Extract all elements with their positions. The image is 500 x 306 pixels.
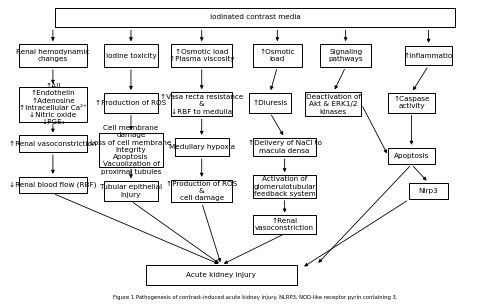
Text: ↑Osmotic
load: ↑Osmotic load	[260, 49, 295, 62]
Text: ↑Diuresis: ↑Diuresis	[252, 100, 288, 106]
Text: Tubular epithelial
injury: Tubular epithelial injury	[100, 185, 162, 198]
Text: ↑AII
↑Endothelin
↑Adenosine
↑Intracellular Ca²⁺
↓Nitric oxide
↓PGE₁: ↑AII ↑Endothelin ↑Adenosine ↑Intracellul…	[19, 83, 87, 125]
Text: Renal hemodynamic
changes: Renal hemodynamic changes	[16, 49, 90, 62]
FancyBboxPatch shape	[100, 133, 162, 167]
Text: Figure 1 Pathogenesis of contrast-induced acute kidney injury. NLRP3, NOD-like r: Figure 1 Pathogenesis of contrast-induce…	[113, 295, 398, 300]
Text: Iodine toxicity: Iodine toxicity	[106, 53, 156, 58]
Text: ↑Production of ROS
&
cell damage: ↑Production of ROS & cell damage	[166, 181, 238, 201]
FancyBboxPatch shape	[171, 180, 232, 203]
Text: Activation of
glomerulotubular
feedback system: Activation of glomerulotubular feedback …	[254, 176, 316, 197]
FancyBboxPatch shape	[19, 87, 87, 122]
FancyBboxPatch shape	[171, 44, 232, 67]
Text: ↑Osmotic load
↑Plasma viscosity: ↑Osmotic load ↑Plasma viscosity	[169, 49, 234, 62]
Text: Medullary hypoxia: Medullary hypoxia	[168, 144, 234, 150]
FancyBboxPatch shape	[104, 44, 158, 67]
FancyBboxPatch shape	[19, 136, 87, 152]
FancyBboxPatch shape	[253, 215, 316, 234]
FancyBboxPatch shape	[104, 181, 158, 201]
Text: ↑Vasa recta resistance
&
↓RBF to medulla: ↑Vasa recta resistance & ↓RBF to medulla	[160, 94, 244, 114]
FancyBboxPatch shape	[253, 44, 302, 67]
FancyBboxPatch shape	[250, 93, 290, 113]
FancyBboxPatch shape	[104, 93, 158, 113]
FancyBboxPatch shape	[306, 92, 362, 117]
Text: ↑Inflammatio: ↑Inflammatio	[404, 53, 453, 58]
Text: Iodinated contrast media: Iodinated contrast media	[210, 14, 301, 21]
Text: ↑Caspase
activity: ↑Caspase activity	[393, 96, 430, 110]
FancyBboxPatch shape	[175, 138, 229, 156]
Text: ↑Renal vasoconstriction: ↑Renal vasoconstriction	[9, 141, 97, 147]
Text: Apoptosis: Apoptosis	[394, 153, 429, 159]
FancyBboxPatch shape	[409, 183, 448, 200]
FancyBboxPatch shape	[388, 93, 434, 113]
Text: ↑Delivery of NaCl to
macula densa: ↑Delivery of NaCl to macula densa	[248, 140, 322, 154]
Text: Cell membrane
damage
Loss of cell membrane
integrity
Apoptosis
Vacuolization of
: Cell membrane damage Loss of cell membra…	[90, 125, 172, 175]
Text: Signaling
pathways: Signaling pathways	[328, 49, 363, 62]
FancyBboxPatch shape	[388, 148, 434, 164]
Text: Nlrp3: Nlrp3	[418, 188, 438, 194]
Text: ↑Production of ROS: ↑Production of ROS	[96, 100, 166, 106]
Text: Deactivation of
Akt & ERK1/2
kinases: Deactivation of Akt & ERK1/2 kinases	[306, 94, 361, 114]
FancyBboxPatch shape	[19, 177, 87, 193]
FancyBboxPatch shape	[56, 8, 456, 27]
Text: Acute kidney injury: Acute kidney injury	[186, 272, 256, 278]
FancyBboxPatch shape	[19, 44, 87, 67]
Text: ↑Renal
vasoconstriction: ↑Renal vasoconstriction	[255, 218, 314, 231]
FancyBboxPatch shape	[253, 138, 316, 156]
Text: ↓Renal blood flow (RBF): ↓Renal blood flow (RBF)	[9, 182, 97, 188]
FancyBboxPatch shape	[146, 265, 297, 285]
FancyBboxPatch shape	[320, 44, 371, 67]
FancyBboxPatch shape	[406, 46, 452, 65]
FancyBboxPatch shape	[253, 175, 316, 198]
FancyBboxPatch shape	[171, 92, 232, 117]
